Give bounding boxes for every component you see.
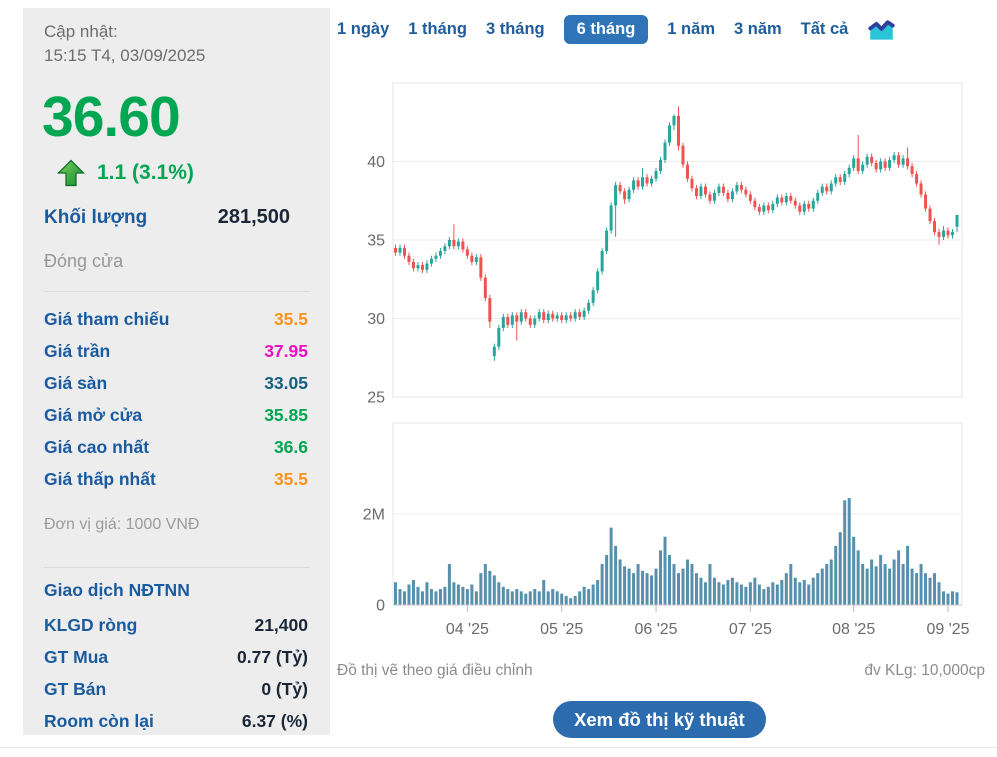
quote-panel: Cập nhật: 15:15 T4, 03/09/2025 36.60 1.1…: [23, 8, 330, 735]
svg-text:35: 35: [367, 233, 385, 250]
last-updated: Cập nhật: 15:15 T4, 03/09/2025: [44, 20, 205, 68]
foreign-value: 21,400: [254, 614, 308, 635]
volume-label: Khối lượng: [44, 207, 148, 228]
up-arrow-icon: [56, 158, 86, 188]
price-volume-chart[interactable]: 40 35 30 25 2M 0 04 '25 05 '25 06 '25 07 '25 08 '2…: [337, 52, 997, 652]
close-label: Đóng cửa: [44, 251, 124, 271]
svg-text:09 '25: 09 '25: [926, 621, 969, 638]
price-label: Giá cao nhất: [44, 436, 150, 457]
foreign-row: GT Bán 0 (Tỷ): [44, 673, 308, 705]
current-price: 36.60: [42, 85, 181, 149]
foreign-label: KLGD ròng: [44, 614, 138, 635]
foreign-row: GT Mua 0.77 (Tỷ): [44, 641, 308, 673]
svg-text:40: 40: [367, 154, 385, 171]
svg-text:08 '25: 08 '25: [832, 621, 875, 638]
foreign-trading-table: KLGD ròng 21,400 GT Mua 0.77 (Tỷ) GT Bán 0 (T…: [44, 609, 308, 737]
price-unit-note: Đơn vị giá: 1000 VNĐ: [44, 516, 200, 533]
tab-3-nam[interactable]: 3 năm: [733, 19, 782, 38]
foreign-row: Room còn lại 6.37 (%): [44, 705, 308, 737]
price-label: Giá thấp nhất: [44, 468, 156, 489]
foreign-trading-header: Giao dịch NĐTNN: [44, 580, 190, 600]
price-value: 33.05: [264, 372, 308, 393]
svg-text:07 '25: 07 '25: [729, 621, 772, 638]
price-label: Giá trần: [44, 340, 111, 361]
price-value: 37.95: [264, 340, 308, 361]
foreign-label: GT Bán: [44, 678, 107, 699]
bottom-divider: [0, 747, 997, 748]
price-change-value: 1.1 (3.1%): [97, 161, 194, 184]
price-value: 35.5: [273, 308, 308, 329]
foreign-row: KLGD ròng 21,400: [44, 609, 308, 641]
price-row: Giá sàn 33.05: [44, 367, 308, 399]
price-row: Giá cao nhất 36.6: [44, 431, 308, 463]
price-row: Giá thấp nhất 35.5: [44, 463, 308, 495]
svg-text:04 '25: 04 '25: [446, 621, 489, 638]
last-updated-time: 15:15 T4, 03/09/2025: [44, 46, 206, 65]
technical-chart-button[interactable]: Xem đồ thị kỹ thuật: [553, 701, 766, 738]
svg-text:25: 25: [367, 390, 385, 407]
price-label: Giá mở cửa: [44, 404, 143, 425]
foreign-value: 0.77 (Tỷ): [237, 646, 308, 667]
foreign-value: 0 (Tỷ): [261, 678, 308, 699]
tab-1-thang[interactable]: 1 tháng: [408, 19, 467, 38]
area-chart-icon[interactable]: [867, 16, 896, 43]
last-updated-label: Cập nhật:: [44, 22, 118, 41]
price-value: 36.6: [273, 436, 308, 457]
svg-text:2M: 2M: [363, 507, 385, 524]
time-range-tabs: 1 ngày 1 tháng 3 tháng 6 tháng 1 năm 3 năm Tất…: [337, 12, 896, 46]
tab-1-nam[interactable]: 1 năm: [667, 19, 715, 38]
svg-text:30: 30: [367, 311, 385, 328]
adjusted-price-note: Đồ thị vẽ theo giá điều chỉnh: [337, 662, 533, 679]
svg-text:0: 0: [376, 598, 385, 615]
panel-divider: [44, 567, 310, 568]
price-label: Giá sàn: [44, 372, 108, 393]
price-label: Giá tham chiếu: [44, 308, 170, 329]
price-row: Giá tham chiếu 35.5: [44, 303, 308, 335]
volume-unit-note: đv KLg: 10,000cp: [864, 662, 985, 679]
panel-divider: [44, 291, 310, 292]
foreign-value: 6.37 (%): [241, 710, 308, 731]
volume-row: Khối lượng 281,500: [44, 206, 290, 229]
foreign-label: Room còn lại: [44, 710, 154, 731]
price-row: Giá mở cửa 35.85: [44, 399, 308, 431]
tab-1-ngay[interactable]: 1 ngày: [337, 19, 390, 38]
volume-value: 281,500: [217, 206, 290, 228]
price-row: Giá trần 37.95: [44, 335, 308, 367]
svg-text:06 '25: 06 '25: [634, 621, 677, 638]
price-table: Giá tham chiếu 35.5 Giá trần 37.95 Giá sàn 33…: [44, 303, 308, 495]
price-change-row: 1.1 (3.1%): [56, 158, 194, 188]
tab-6-thang[interactable]: 6 tháng: [563, 14, 649, 44]
price-value: 35.85: [264, 404, 308, 425]
svg-text:05 '25: 05 '25: [540, 621, 583, 638]
tab-tat-ca[interactable]: Tất cả: [800, 19, 849, 38]
price-value: 35.5: [273, 468, 308, 489]
tab-3-thang[interactable]: 3 tháng: [485, 19, 545, 38]
foreign-label: GT Mua: [44, 646, 109, 667]
